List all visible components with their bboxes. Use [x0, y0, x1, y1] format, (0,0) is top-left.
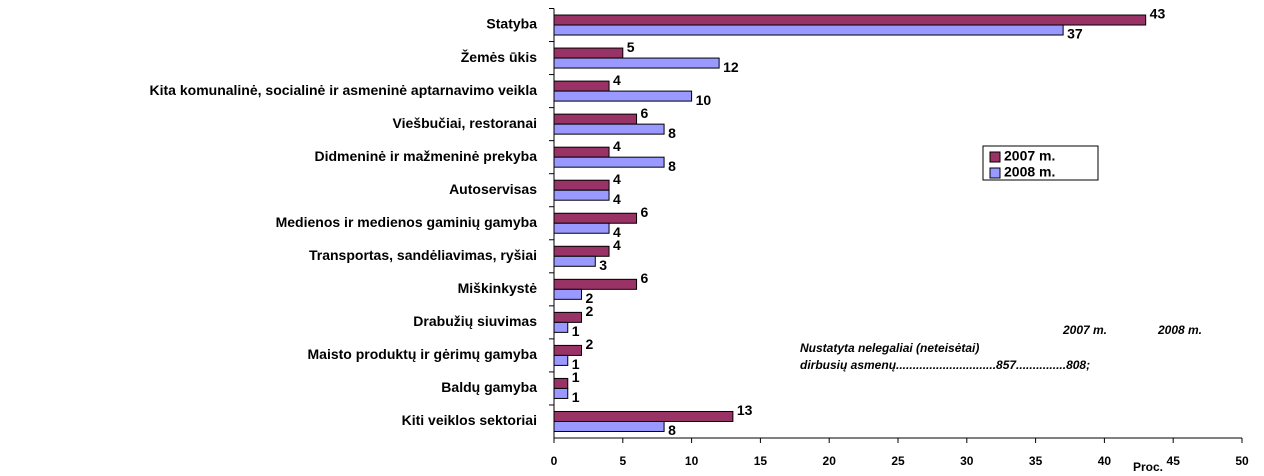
bar	[553, 222, 610, 234]
value-label: 1	[572, 356, 580, 372]
bar	[553, 410, 734, 422]
x-tick-label: 35	[1029, 454, 1043, 468]
value-label: 6	[641, 105, 649, 121]
bar	[553, 288, 583, 300]
legend-box	[982, 145, 1099, 181]
y-tick-label: Kita komunalinė, socialinė ir asmeninė a…	[150, 82, 538, 98]
bar	[553, 387, 569, 399]
bar	[553, 156, 665, 168]
legend-label: 2007 m.	[1004, 148, 1055, 164]
value-label: 12	[723, 59, 739, 75]
y-tick-label: Baldų gamyba	[441, 379, 537, 395]
value-label: 1	[572, 389, 580, 405]
value-label: 6	[641, 270, 649, 286]
y-tick-label: Statyba	[486, 16, 537, 32]
bar	[553, 212, 638, 224]
bar	[553, 278, 638, 290]
value-label: 43	[1150, 6, 1166, 22]
y-tick-label: Miškinkystė	[458, 280, 538, 296]
y-tick-label: Didmeninė ir mažmeninė prekyba	[314, 148, 537, 164]
value-label: 4	[613, 72, 621, 88]
value-label: 4	[613, 191, 621, 207]
value-label: 4	[613, 138, 621, 154]
y-tick-label: Transportas, sandėliavimas, ryšiai	[309, 247, 537, 263]
value-label: 10	[696, 92, 712, 108]
bar	[553, 189, 610, 201]
legend-label: 2008 m.	[1004, 164, 1055, 180]
bar	[553, 344, 583, 356]
value-label: 13	[737, 402, 753, 418]
annotation: Nustatyta nelegaliai (neteisėtai)	[800, 341, 979, 355]
bar	[553, 311, 583, 323]
x-tick-label: 0	[551, 454, 558, 468]
bar	[553, 90, 693, 102]
value-label: 8	[668, 422, 676, 438]
y-tick-label: Maisto produktų ir gėrimų gamyba	[308, 346, 538, 362]
value-label: 2	[586, 336, 594, 352]
value-label: 8	[668, 158, 676, 174]
x-tick-label: 30	[960, 454, 974, 468]
annotation: 2008 m.	[1157, 323, 1202, 337]
x-axis-label: Proc.	[1133, 460, 1163, 474]
value-label: 2	[586, 303, 594, 319]
annotation: 2007 m.	[1062, 323, 1107, 337]
value-label: 8	[668, 125, 676, 141]
x-tick-label: 15	[754, 454, 768, 468]
bar	[553, 245, 610, 257]
value-label: 4	[613, 171, 621, 187]
value-label: 5	[627, 39, 635, 55]
bar	[553, 123, 665, 135]
x-tick-label: 25	[891, 454, 905, 468]
x-tick-label: 20	[823, 454, 837, 468]
bar	[553, 146, 610, 158]
bar	[553, 14, 1147, 26]
y-tick-label: Autoservisas	[449, 181, 537, 197]
x-tick-label: 5	[619, 454, 626, 468]
y-tick-label: Medienos ir medienos gaminių gamyba	[276, 214, 538, 230]
y-tick-label: Drabužių siuvimas	[413, 313, 537, 329]
x-tick-label: 50	[1235, 454, 1249, 468]
bar	[553, 47, 624, 59]
x-tick-label: 10	[685, 454, 699, 468]
x-tick-label: 45	[1167, 454, 1181, 468]
bar	[553, 354, 569, 366]
bar	[553, 113, 638, 125]
bar	[553, 377, 569, 389]
bar	[553, 179, 610, 191]
x-tick-label: 40	[1098, 454, 1112, 468]
value-label: 37	[1067, 26, 1083, 42]
y-tick-label: Kiti veiklos sektoriai	[402, 412, 537, 428]
annotation: dirbusių asmenų.........................…	[800, 358, 1090, 372]
value-label: 6	[641, 204, 649, 220]
value-label: 4	[613, 224, 621, 240]
bar	[553, 420, 665, 432]
bar	[553, 255, 596, 267]
value-label: 2	[586, 290, 594, 306]
value-label: 1	[572, 369, 580, 385]
bar	[553, 57, 720, 69]
bar	[553, 24, 1064, 36]
value-label: 4	[613, 237, 621, 253]
value-label: 1	[572, 323, 580, 339]
bar	[553, 80, 610, 92]
y-tick-label: Žemės ūkis	[461, 48, 537, 65]
legend-swatch	[989, 167, 1001, 179]
bar	[553, 321, 569, 333]
legend-swatch	[989, 151, 1001, 163]
y-tick-label: Viešbučiai, restoranai	[393, 115, 537, 131]
value-label: 3	[599, 257, 607, 273]
